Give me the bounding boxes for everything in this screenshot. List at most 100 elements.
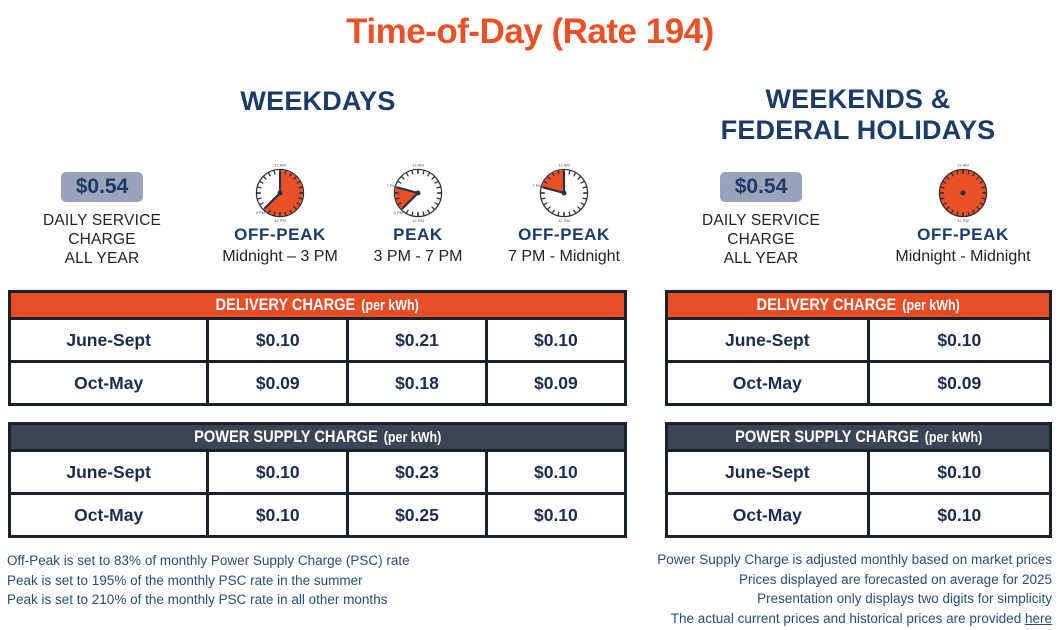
table-row: Oct-May $0.09 $0.18 $0.09 [7,360,628,406]
period-label: OFF-PEAK [518,225,610,244]
period-time: Midnight – 3 PM [222,248,338,265]
season-label: June-Sept [7,449,210,495]
svg-text:12 AM: 12 AM [957,162,969,167]
svg-text:7 PM: 7 PM [387,183,396,188]
here-link[interactable]: here [1024,610,1052,626]
season-label: Oct-May [665,360,870,406]
weekdays-power-table: POWER SUPPLY CHARGE (per kWh) June-Sept $… [7,422,628,538]
weekdays-heading: WEEKDAYS [240,86,396,116]
rate-value-peak: $0.25 [346,492,488,538]
rate-value: $0.10 [484,492,628,538]
caption-line: DAILY SERVICE [42,212,162,229]
table-row: Oct-May $0.10 $0.25 $0.10 [7,492,628,538]
rate-value-peak: $0.21 [346,317,488,363]
table-title: POWER SUPPLY CHARGE [734,427,919,446]
rate-value: $0.10 [206,492,350,538]
page-title: Time-of-Day (Rate 194) [346,12,714,51]
weekday-service-charge: $0.54 DAILY SERVICE CHARGE ALL YEAR [37,172,167,268]
weekdays-delivery-table: DELIVERY CHARGE (per kWh) June-Sept $0.10… [7,290,628,406]
svg-text:3 PM: 3 PM [256,210,266,215]
rate-value: $0.09 [206,360,350,406]
rate-value-peak: $0.18 [346,360,488,406]
table-unit: (per kWh) [902,298,961,314]
rate-value: $0.10 [484,317,628,363]
table-row: June-Sept $0.10 [665,317,1053,363]
season-label: June-Sept [665,317,870,363]
footnote: Off-Peak is set to 83% of monthly Power … [7,553,410,568]
weekends-power-table: POWER SUPPLY CHARGE (per kWh) June-Sept $… [665,422,1053,538]
footnote-with-link: The actual current prices and historical… [560,609,1052,629]
rate-value: $0.09 [484,360,628,406]
caption-line: CHARGE [68,231,136,248]
table-title: DELIVERY CHARGE [756,295,897,314]
power-table-header: POWER SUPPLY CHARGE (per kWh) [665,422,1052,452]
svg-text:12 AM: 12 AM [558,162,570,167]
season-label: June-Sept [665,449,870,495]
clock-icon: 12 AM 12 PM 3 PM 7 PM [342,162,494,224]
footnote: Presentation only displays two digits fo… [757,591,1052,606]
rate-value: $0.10 [866,449,1053,495]
clock-icon: 12 AM 12 PM 3 PM [204,162,356,224]
service-charge-caption: DAILY SERVICE CHARGE ALL YEAR [696,211,826,268]
rate-value-peak: $0.23 [346,449,488,495]
season-label: Oct-May [7,360,210,406]
service-charge-caption: DAILY SERVICE CHARGE ALL YEAR [37,211,167,268]
svg-text:12 PM: 12 PM [412,218,424,223]
service-charge-badge: $0.54 [719,172,803,202]
table-row: Oct-May $0.09 [665,360,1053,406]
clock-icon: 12 AM 12 PM [868,162,1058,224]
table-unit: (per kWh) [383,430,442,446]
period-time: Midnight - Midnight [895,248,1031,265]
period-time: 7 PM - Midnight [507,248,621,265]
weekdays-footnotes: Off-Peak is set to 83% of monthly Power … [7,551,410,610]
period-offpeak-allday: 12 AM 12 PM OFF-PEAK Midnight - Midnight [868,162,1058,266]
caption-line: CHARGE [727,231,795,248]
weekends-heading-line2: FEDERAL HOLIDAYS [720,115,996,145]
svg-text:12 AM: 12 AM [274,162,286,167]
svg-text:7 PM: 7 PM [533,183,542,188]
svg-text:12 PM: 12 PM [558,218,570,223]
svg-text:12 PM: 12 PM [957,218,969,223]
rate-value: $0.10 [484,449,628,495]
weekends-heading: WEEKENDS & FEDERAL HOLIDAYS [660,84,1056,146]
svg-text:12 AM: 12 AM [412,162,424,167]
delivery-table-header: DELIVERY CHARGE (per kWh) [8,290,627,320]
table-unit: (per kWh) [924,430,983,446]
period-label: OFF-PEAK [917,225,1009,244]
rate-value: $0.10 [206,317,350,363]
weekends-heading-line1: WEEKENDS & [765,84,951,114]
caption-line: DAILY SERVICE [701,212,821,229]
footnote: Peak is set to 210% of the monthly PSC r… [7,592,388,607]
footnote: Peak is set to 195% of the monthly PSC r… [7,572,363,588]
period-time: 3 PM - 7 PM [373,248,463,265]
table-row: Oct-May $0.10 [665,492,1053,538]
delivery-table-header: DELIVERY CHARGE (per kWh) [665,290,1052,320]
season-label: Oct-May [7,492,210,538]
period-peak: 12 AM 12 PM 3 PM 7 PM PEAK 3 PM - 7 PM [342,162,494,266]
rate-value: $0.10 [866,492,1053,538]
footnote-link-prefix: The actual current prices and historical… [670,610,1022,626]
footnote: Prices displayed are forecasted on avera… [739,571,1052,587]
service-charge-badge: $0.54 [60,172,144,202]
table-row: June-Sept $0.10 $0.23 $0.10 [7,449,628,495]
period-label: OFF-PEAK [234,225,326,244]
season-label: June-Sept [7,317,210,363]
table-title: DELIVERY CHARGE [215,295,356,314]
rate-value: $0.10 [206,449,350,495]
table-title: POWER SUPPLY CHARGE [193,427,378,446]
footnote: Power Supply Charge is adjusted monthly … [657,552,1052,567]
table-row: June-Sept $0.10 $0.21 $0.10 [7,317,628,363]
weekend-service-charge: $0.54 DAILY SERVICE CHARGE ALL YEAR [696,172,826,268]
weekends-delivery-table: DELIVERY CHARGE (per kWh) June-Sept $0.10… [665,290,1053,406]
rate-value: $0.10 [866,317,1053,363]
period-offpeak-morning: 12 AM 12 PM 3 PM OFF-PEAK Midnight – 3 PM [204,162,356,266]
period-offpeak-evening: 12 AM 12 PM 7 PM OFF-PEAK 7 PM - Midnight [488,162,640,266]
svg-text:12 PM: 12 PM [274,218,286,223]
caption-line: ALL YEAR [723,250,799,267]
clock-icon: 12 AM 12 PM 7 PM [488,162,640,224]
weekends-footnotes: Power Supply Charge is adjusted monthly … [560,550,1052,628]
svg-text:3 PM: 3 PM [394,210,404,215]
season-label: Oct-May [665,492,870,538]
table-unit: (per kWh) [361,298,420,314]
